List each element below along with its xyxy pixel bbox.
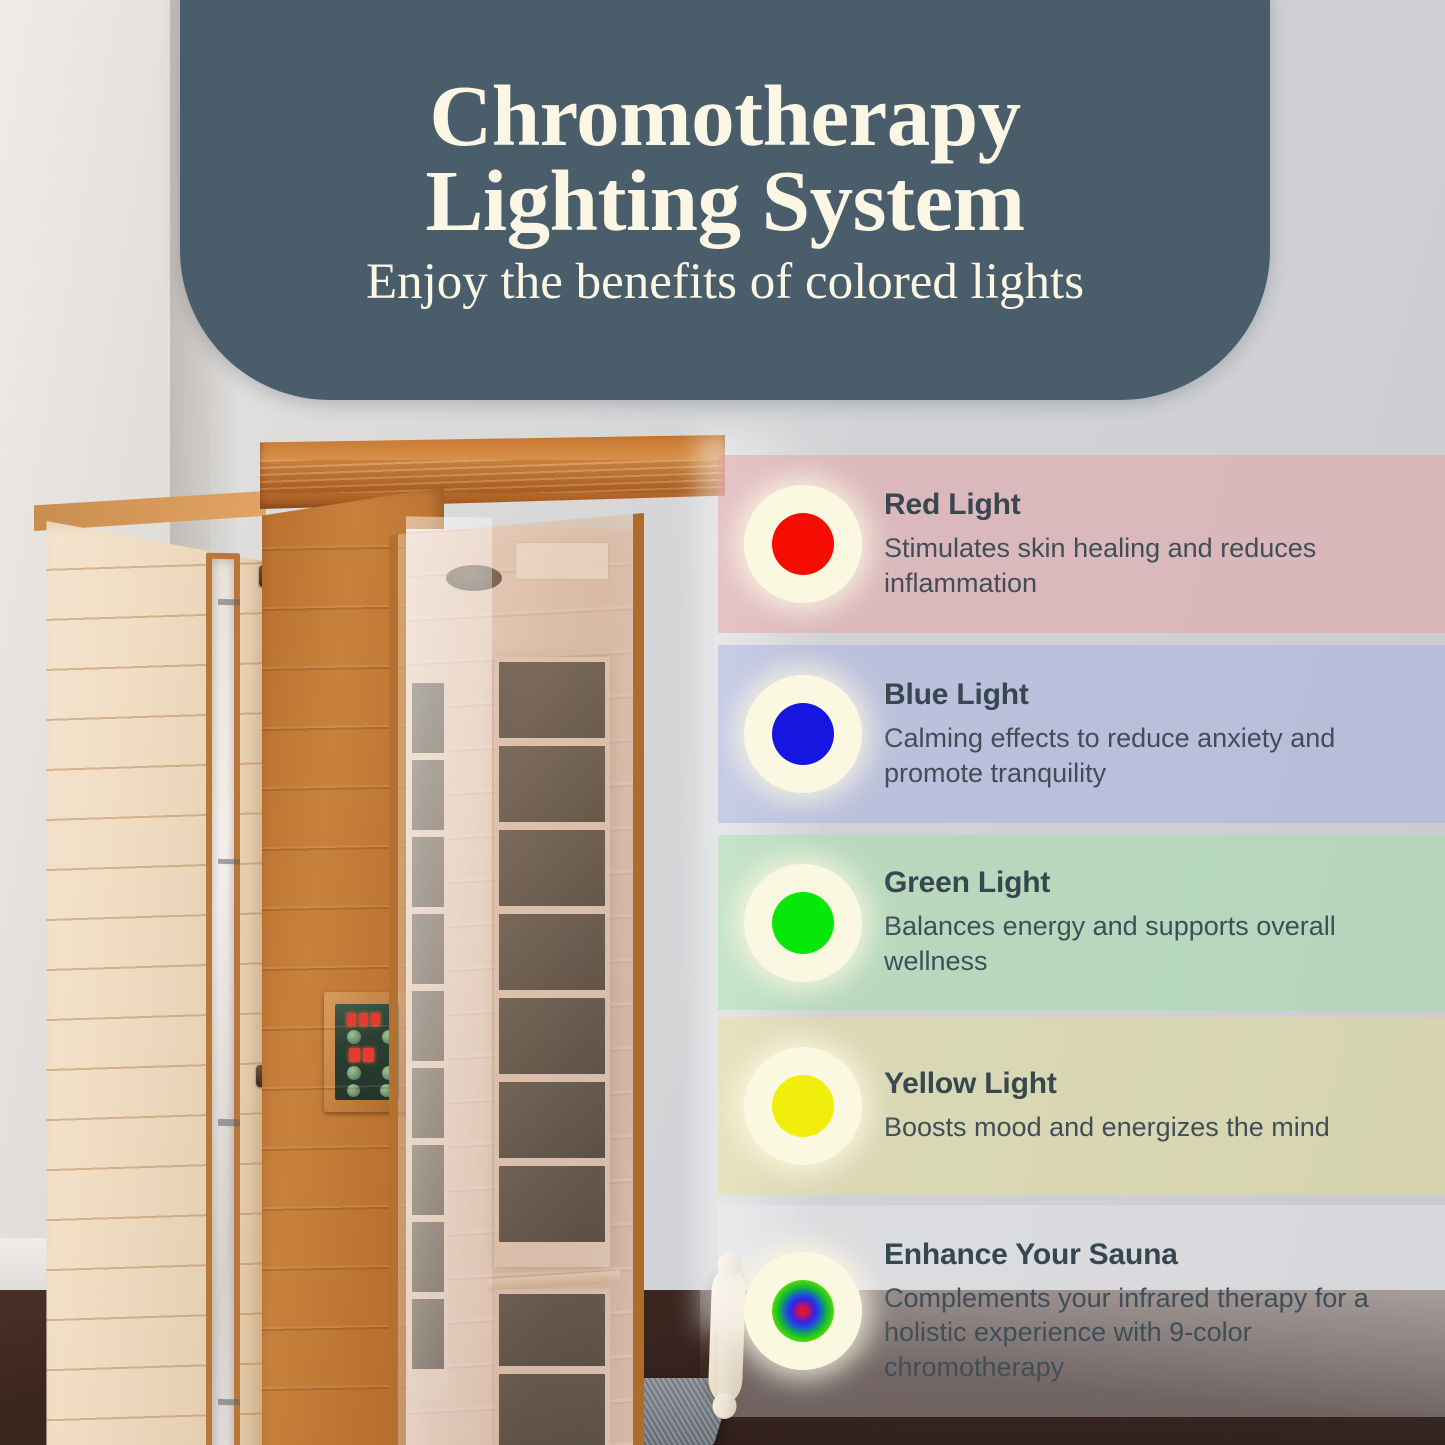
red-light-swatch-icon <box>744 485 862 603</box>
feature-text: Yellow Light Boosts mood and energizes th… <box>884 1067 1445 1145</box>
feature-description: Complements your infrared therapy for a … <box>884 1282 1369 1382</box>
swatch-wrapper <box>744 1047 862 1165</box>
green-light-swatch-icon <box>744 863 862 982</box>
sauna-side-window <box>206 552 240 1445</box>
feature-band: Yellow Light Boosts mood and energizes th… <box>718 1017 1445 1195</box>
control-timer-button[interactable] <box>347 1066 361 1080</box>
feature-text: Green Light Balances energy and supports … <box>884 866 1445 978</box>
swatch-wrapper <box>744 863 862 982</box>
multicolor-light-swatch-icon <box>744 1252 862 1370</box>
color-dot <box>772 703 834 765</box>
feature-band: Enhance Your Sauna Complements your infra… <box>718 1205 1445 1417</box>
color-dot <box>772 513 834 575</box>
glass-reflection <box>406 516 492 1445</box>
feature-title: Green Light <box>884 866 1051 900</box>
sauna-roof-front <box>260 435 725 509</box>
chromotherapy-feature-list: Red Light Stimulates skin healing and red… <box>718 452 1445 1417</box>
feature-description: Stimulates skin healing and reduces infl… <box>884 532 1317 598</box>
control-light-button[interactable] <box>347 1084 360 1097</box>
color-dot <box>772 891 834 954</box>
yellow-light-swatch-icon <box>744 1047 862 1165</box>
page-subtitle: Enjoy the benefits of colored lights <box>365 253 1085 310</box>
swatch-wrapper <box>744 485 862 603</box>
blue-light-swatch-icon <box>744 675 862 793</box>
feature-text: Red Light Stimulates skin healing and red… <box>884 488 1445 600</box>
color-dot <box>772 1280 834 1342</box>
swatch-wrapper <box>744 1252 862 1370</box>
feature-title: Enhance Your Sauna <box>884 1237 1178 1271</box>
feature-band: Green Light Balances energy and supports … <box>718 835 1445 1010</box>
page-title: Chromotherapy Lighting System <box>425 72 1025 243</box>
sauna-roof-left <box>34 491 266 531</box>
feature-description: Boosts mood and energizes the mind <box>884 1112 1330 1143</box>
feature-band: Red Light Stimulates skin healing and red… <box>718 455 1445 633</box>
feature-title: Blue Light <box>884 677 1029 711</box>
feature-title: Red Light <box>884 487 1021 521</box>
feature-text: Blue Light Calming effects to reduce anxi… <box>884 678 1445 790</box>
infrared-sauna-cabinet <box>34 425 747 1445</box>
feature-description: Balances energy and supports overall wel… <box>884 911 1336 976</box>
swatch-wrapper <box>744 675 862 793</box>
control-temp-up-button[interactable] <box>347 1030 361 1044</box>
feature-band: Blue Light Calming effects to reduce anxi… <box>718 645 1445 823</box>
header-banner: Chromotherapy Lighting System Enjoy the … <box>180 0 1270 400</box>
feature-text: Enhance Your Sauna Complements your infra… <box>884 1238 1445 1385</box>
color-dot <box>772 1075 834 1137</box>
feature-title: Yellow Light <box>884 1067 1057 1101</box>
feature-description: Calming effects to reduce anxiety and pr… <box>884 722 1336 788</box>
page-title-line2: Lighting System <box>425 151 1025 249</box>
page-title-line1: Chromotherapy <box>429 67 1021 165</box>
